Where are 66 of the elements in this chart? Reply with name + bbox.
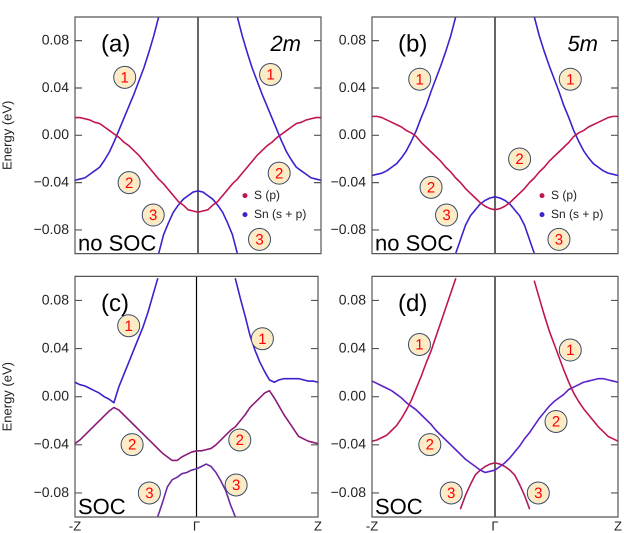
y-tick-label: 0.00 [338, 126, 366, 142]
x-tick-label: Γ [491, 518, 499, 533]
y-tick-label: 0.08 [42, 32, 70, 48]
annotation: SOC [375, 494, 423, 519]
legend-label: S (p) [551, 188, 578, 202]
annotation: 2 [552, 414, 560, 431]
y-tick-label: 0.00 [42, 126, 70, 142]
annotation: 3 [534, 485, 542, 502]
y-tick-label: −0.04 [34, 436, 70, 452]
annotation: 1 [566, 342, 574, 360]
annotation: 2 [426, 179, 436, 196]
annotation: 5m [567, 31, 598, 56]
annotation: 1 [124, 318, 133, 335]
x-tick-label: Z [614, 518, 622, 533]
annotation: 1 [416, 71, 424, 88]
y-tick-label: 0.08 [338, 32, 366, 48]
annotation: (c) [101, 290, 129, 318]
y-axis-title: Energy (eV) [0, 362, 14, 432]
annotation: 1 [258, 330, 267, 348]
annotation: SOC [78, 494, 126, 519]
y-tick-label: −0.08 [34, 484, 70, 500]
y-tick-label: 0.04 [42, 339, 70, 356]
y-tick-label: 0.04 [338, 78, 366, 95]
legend-label: Sn (s + p) [254, 206, 306, 221]
y-tick-label: 0.08 [42, 291, 70, 308]
y-tick-label: −0.04 [330, 436, 366, 452]
annotation: 2m [269, 31, 301, 56]
annotation: (d) [398, 290, 428, 318]
legend-label: S (p) [254, 188, 280, 202]
y-tick-label: 0.00 [338, 388, 366, 404]
annotation: 2 [515, 151, 524, 168]
annotation: (a) [101, 30, 130, 58]
y-tick-label: 0.00 [42, 388, 70, 404]
x-tick-label: -Z [366, 518, 378, 533]
y-tick-label: 0.04 [338, 339, 366, 356]
annotation: no SOC [78, 230, 156, 256]
y-tick-label: −0.08 [330, 484, 366, 500]
annotation: no SOC [375, 230, 454, 256]
y-axis-title: Energy (eV) [0, 100, 14, 170]
annotation: 3 [255, 232, 264, 249]
y-tick-label: −0.04 [34, 173, 70, 190]
y-tick-label: 0.04 [42, 78, 70, 95]
annotation: 1 [266, 66, 275, 84]
annotation: 3 [232, 477, 240, 494]
annotation: 2 [426, 436, 434, 454]
annotation: 2 [128, 436, 136, 454]
annotation: 1 [566, 71, 574, 88]
annotation: (b) [398, 30, 428, 58]
annotation: 2 [275, 165, 284, 182]
annotation: 3 [145, 485, 154, 502]
annotation: 3 [554, 232, 564, 249]
annotation: 1 [120, 69, 129, 86]
annotation: 3 [149, 207, 158, 224]
x-tick-label: -Z [68, 518, 82, 533]
y-tick-label: −0.04 [330, 173, 366, 190]
annotation: 3 [442, 207, 451, 224]
annotation: 2 [236, 432, 244, 450]
y-tick-label: 0.08 [338, 291, 366, 308]
x-tick-label: Z [314, 518, 322, 533]
y-tick-label: −0.08 [330, 220, 366, 237]
y-tick-label: −0.08 [34, 220, 70, 237]
annotation: 3 [447, 485, 456, 502]
legend-label: Sn (s + p) [551, 206, 604, 221]
x-tick-label: Γ [192, 518, 200, 533]
annotation: 2 [124, 174, 134, 192]
annotation: 1 [415, 336, 424, 354]
